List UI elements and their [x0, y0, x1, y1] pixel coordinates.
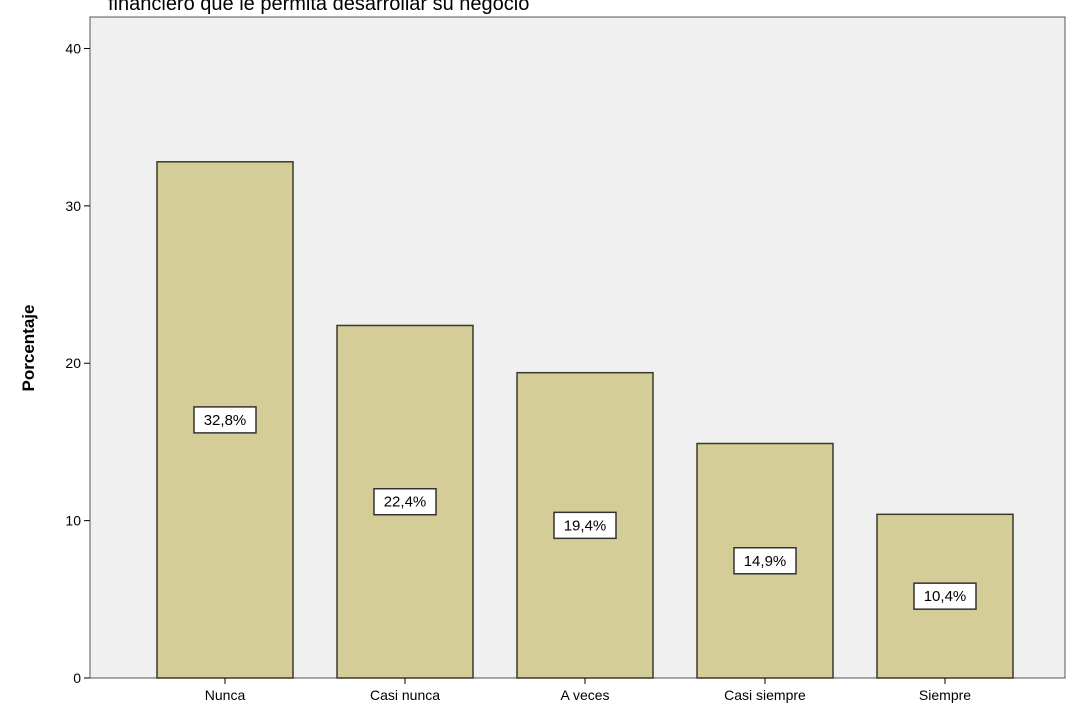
x-tick-label: Casi nunca [370, 687, 440, 703]
data-label-text: 32,8% [204, 412, 247, 429]
data-label-text: 14,9% [744, 553, 787, 570]
data-label: 10,4% [913, 582, 977, 610]
y-tick-label: 30 [65, 198, 81, 214]
y-axis-label: Porcentaje [19, 305, 38, 392]
bars [156, 161, 1014, 679]
x-tick-label: A veces [560, 687, 609, 703]
chart-title: financiero que le permita desarrollar su… [108, 0, 529, 15]
y-tick-label: 40 [65, 40, 81, 56]
x-tick-label: Nunca [205, 687, 246, 703]
y-axis: 0 10 20 30 40 [65, 40, 90, 686]
x-axis: Nunca Casi nunca A veces Casi siempre Siempr… [205, 678, 971, 703]
data-label-box [733, 547, 797, 575]
data-label-text: 10,4% [924, 588, 967, 605]
data-label-box [553, 511, 617, 540]
y-tick-label: 0 [73, 670, 81, 686]
data-label-box [913, 582, 977, 610]
y-tick-label: 20 [65, 355, 81, 371]
data-label: 19,4% [553, 511, 617, 540]
x-tick-label: Siempre [919, 687, 971, 703]
y-tick-label: 10 [65, 513, 81, 529]
data-label-box [193, 406, 257, 434]
data-label: 22,4% [373, 487, 437, 516]
x-tick-label: Casi siempre [724, 687, 806, 703]
data-label: 14,9% [733, 547, 797, 575]
data-label-text: 22,4% [384, 494, 427, 511]
data-label-box [373, 487, 437, 516]
data-label: 32,8% [193, 406, 257, 434]
data-labels: 32,8% 22,4% 19,4% 14,9% 10,4% [193, 406, 977, 610]
data-label-text: 19,4% [564, 517, 607, 534]
